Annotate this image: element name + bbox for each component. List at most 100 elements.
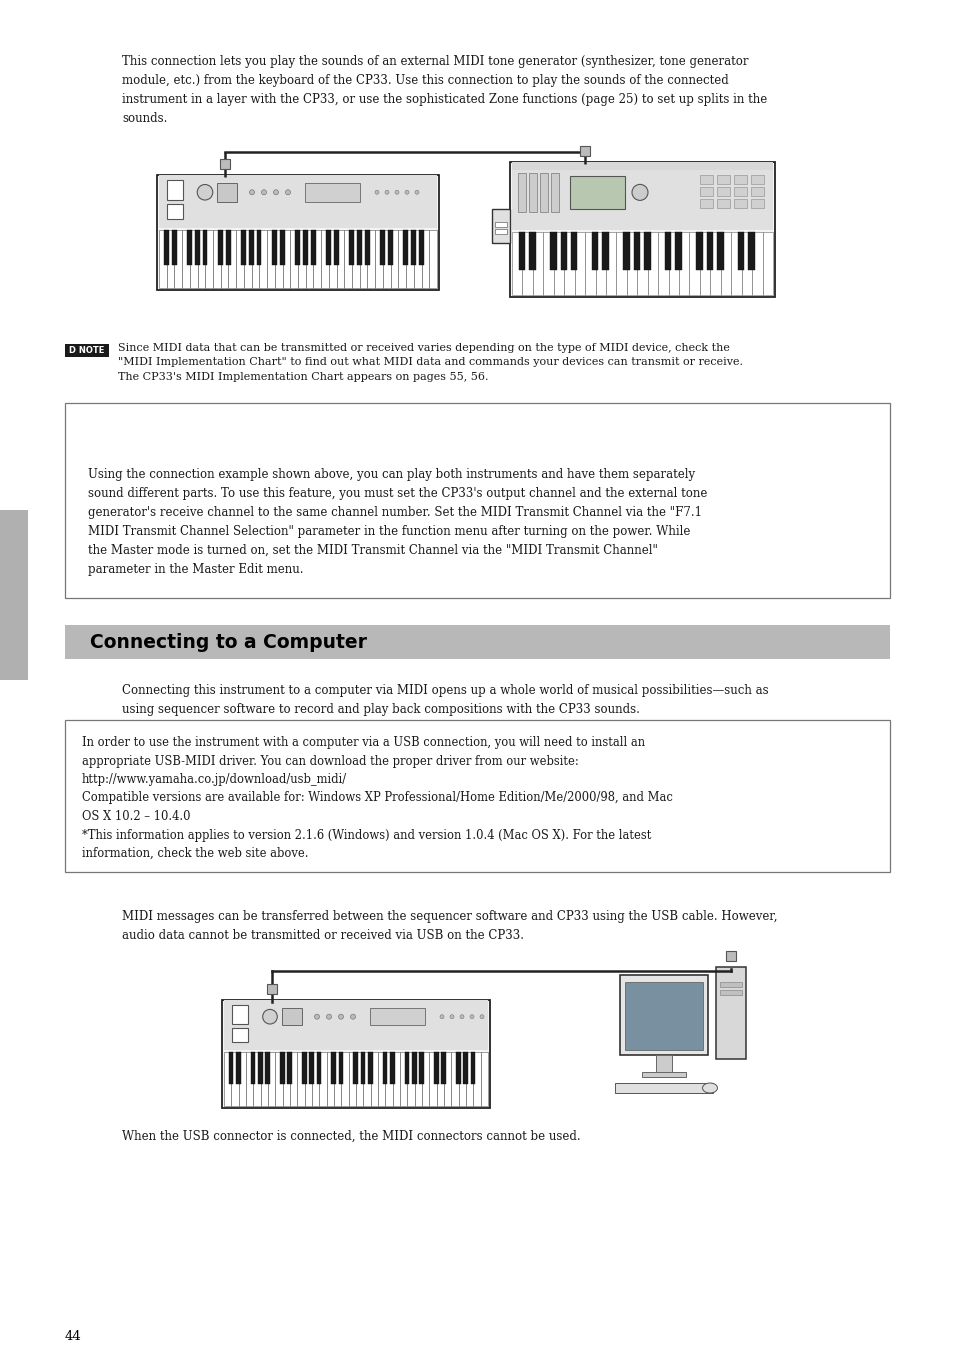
Bar bbox=[0, 509, 28, 680]
Bar bbox=[316, 1051, 321, 1085]
Bar bbox=[224, 1051, 231, 1106]
Bar bbox=[664, 231, 671, 270]
Circle shape bbox=[450, 1015, 454, 1019]
Bar bbox=[359, 230, 367, 288]
Bar bbox=[522, 231, 533, 295]
Circle shape bbox=[479, 1015, 483, 1019]
Text: 44: 44 bbox=[65, 1329, 82, 1343]
Bar bbox=[429, 230, 436, 288]
Circle shape bbox=[415, 190, 418, 195]
Bar bbox=[259, 230, 267, 288]
Bar bbox=[550, 231, 556, 270]
Bar bbox=[495, 228, 506, 234]
Bar bbox=[750, 176, 763, 184]
Bar bbox=[303, 230, 308, 265]
Bar bbox=[279, 230, 284, 265]
Ellipse shape bbox=[701, 1084, 717, 1093]
Bar bbox=[371, 1051, 377, 1106]
Bar bbox=[182, 230, 190, 288]
Bar bbox=[341, 1051, 348, 1106]
Bar bbox=[159, 176, 436, 228]
Bar bbox=[418, 230, 423, 265]
Bar bbox=[205, 230, 213, 288]
Bar bbox=[65, 720, 889, 871]
Bar bbox=[167, 230, 174, 288]
Bar bbox=[241, 230, 246, 265]
Circle shape bbox=[350, 1015, 355, 1019]
Text: Connecting to a Computer: Connecting to a Computer bbox=[90, 632, 367, 651]
Bar bbox=[295, 230, 300, 265]
Bar bbox=[360, 1051, 365, 1085]
Circle shape bbox=[197, 185, 213, 200]
Bar bbox=[267, 984, 276, 994]
Bar bbox=[717, 231, 723, 270]
Bar bbox=[689, 231, 700, 295]
Text: Since MIDI data that can be transmitted or received varies depending on the type: Since MIDI data that can be transmitted … bbox=[118, 343, 742, 382]
Bar bbox=[551, 173, 558, 212]
Bar bbox=[512, 289, 772, 293]
Bar bbox=[312, 1051, 319, 1106]
Bar bbox=[244, 230, 252, 288]
Bar bbox=[720, 990, 741, 994]
Bar bbox=[174, 230, 182, 288]
Bar bbox=[761, 231, 772, 295]
Bar bbox=[510, 162, 774, 297]
Bar bbox=[436, 1051, 443, 1106]
Bar bbox=[348, 1051, 355, 1106]
Bar bbox=[382, 230, 391, 288]
Circle shape bbox=[338, 1015, 343, 1019]
Circle shape bbox=[285, 189, 291, 195]
Bar bbox=[529, 231, 536, 270]
Bar bbox=[287, 1051, 292, 1085]
Bar bbox=[65, 345, 109, 357]
Bar bbox=[656, 1055, 671, 1073]
Bar bbox=[434, 1051, 438, 1085]
Bar bbox=[246, 1051, 253, 1106]
Bar bbox=[232, 1005, 248, 1024]
Bar bbox=[220, 159, 230, 169]
Bar bbox=[272, 230, 276, 265]
Bar bbox=[399, 1051, 407, 1106]
Circle shape bbox=[470, 1015, 474, 1019]
Bar bbox=[733, 186, 746, 196]
Text: MIDI messages can be transferred between the sequencer software and CP33 using t: MIDI messages can be transferred between… bbox=[122, 911, 777, 942]
Bar bbox=[331, 1051, 335, 1085]
Bar bbox=[226, 230, 231, 265]
Bar bbox=[356, 230, 361, 265]
Bar bbox=[368, 1051, 373, 1085]
Circle shape bbox=[250, 189, 254, 195]
Bar bbox=[529, 173, 537, 212]
Bar bbox=[390, 1051, 395, 1085]
Bar bbox=[157, 176, 438, 290]
Bar bbox=[495, 222, 506, 227]
Bar bbox=[751, 231, 761, 295]
Bar bbox=[750, 186, 763, 196]
Bar bbox=[738, 231, 743, 270]
Bar bbox=[363, 1051, 371, 1106]
Bar bbox=[326, 230, 331, 265]
Bar bbox=[706, 231, 713, 270]
Bar bbox=[275, 1051, 282, 1106]
Bar bbox=[470, 1051, 475, 1085]
Bar bbox=[725, 951, 735, 961]
Bar bbox=[311, 230, 315, 265]
Bar bbox=[305, 230, 314, 288]
Circle shape bbox=[261, 189, 266, 195]
Bar bbox=[216, 182, 236, 201]
Bar bbox=[167, 204, 183, 219]
Bar bbox=[720, 982, 741, 988]
Bar bbox=[252, 230, 259, 288]
Bar bbox=[458, 1051, 465, 1106]
Bar bbox=[321, 230, 329, 288]
Bar bbox=[696, 231, 702, 270]
Bar bbox=[251, 1051, 255, 1085]
Bar bbox=[164, 230, 169, 265]
Circle shape bbox=[439, 1015, 443, 1019]
Bar bbox=[480, 1051, 488, 1106]
Bar bbox=[624, 982, 702, 1050]
Bar bbox=[710, 231, 720, 295]
Bar bbox=[569, 176, 624, 208]
Bar bbox=[626, 231, 637, 295]
Circle shape bbox=[274, 189, 278, 195]
Bar bbox=[512, 231, 522, 295]
